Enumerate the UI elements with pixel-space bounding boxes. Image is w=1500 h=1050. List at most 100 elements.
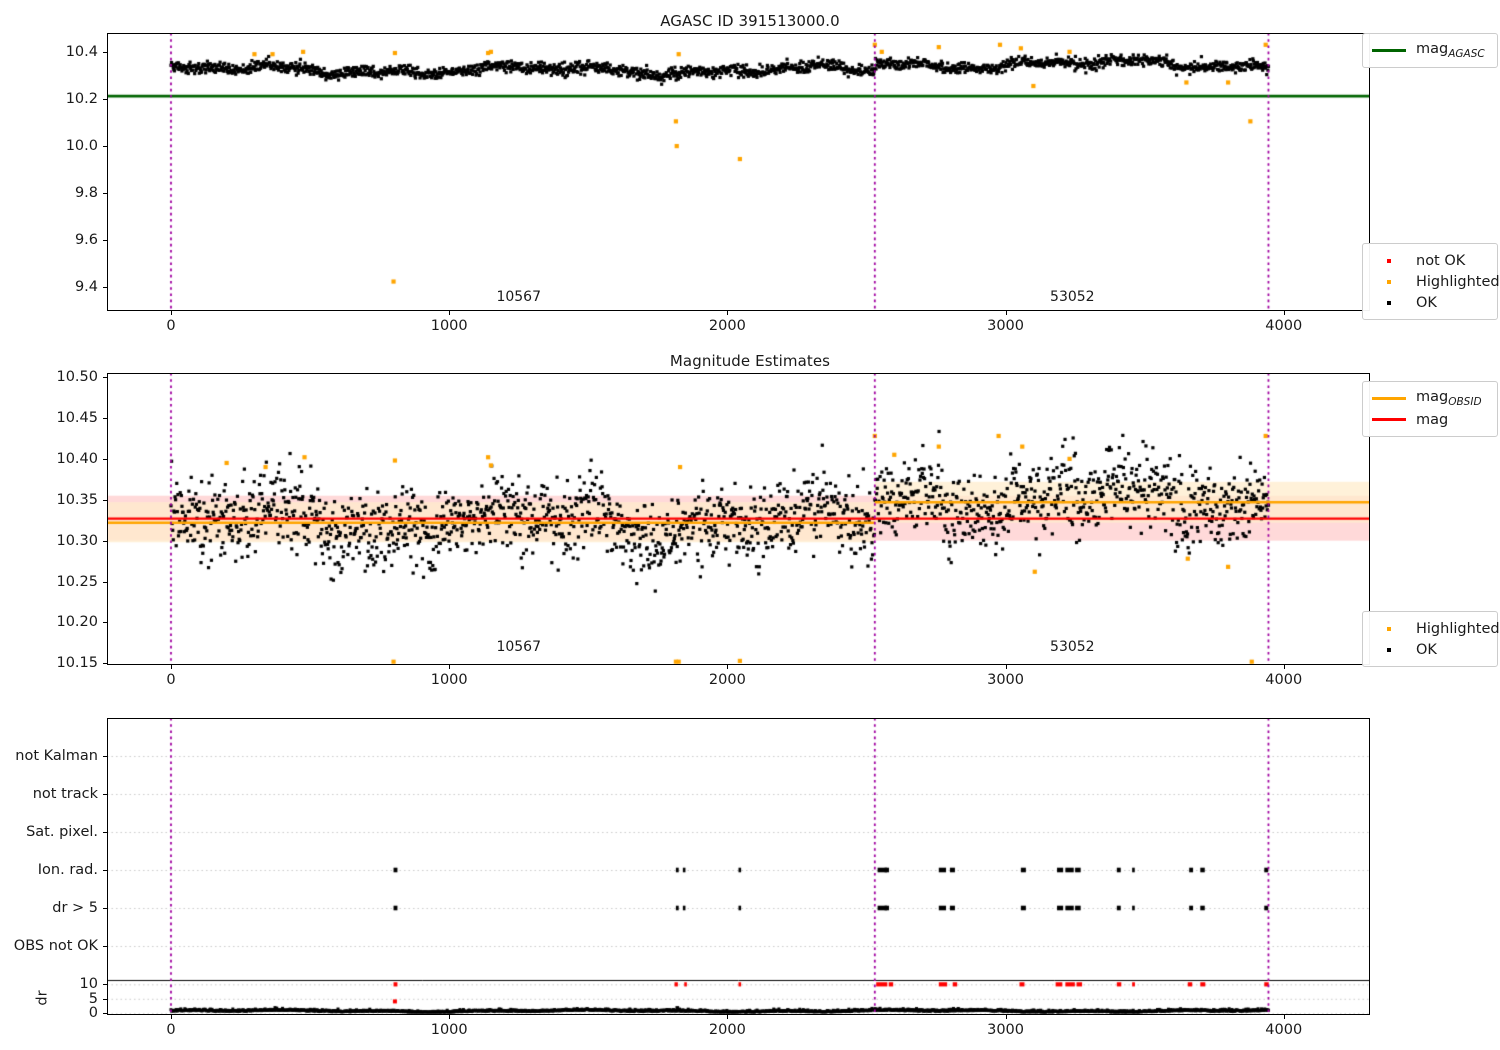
xtick-mark [1283, 1015, 1285, 1019]
legend-label-not-ok: not OK [1416, 252, 1466, 269]
magnitude-estimates-panel [107, 373, 1370, 665]
legend-row-highlighted-mid: Highlighted [1372, 618, 1500, 639]
ytick-mark [103, 98, 107, 100]
ytick-mark [103, 998, 107, 1000]
ytick-mark [103, 946, 107, 947]
ytick-label: 9.4 [74, 279, 98, 296]
xtick-label: 4000 [1265, 672, 1303, 688]
ytick-mark [103, 499, 107, 501]
xtick-label: 4000 [1265, 318, 1303, 334]
xtick-label: 3000 [987, 1022, 1025, 1038]
xtick-mark [170, 665, 172, 669]
xtick-mark [170, 311, 172, 315]
xtick-mark [1005, 1015, 1007, 1019]
ytick-mark [103, 540, 107, 542]
ytick-label: 10.45 [56, 409, 98, 426]
flag-row-label: Ion. rad. [37, 862, 98, 878]
ytick-label: 9.6 [74, 232, 98, 249]
ytick-mark [103, 377, 107, 379]
ytick-label: 10.0 [65, 138, 98, 155]
xtick-mark [727, 1015, 729, 1019]
legend-label-ok-mid: OK [1416, 641, 1437, 658]
ytick-mark [103, 908, 107, 909]
legend-point-classes-top[interactable]: not OK Highlighted OK [1362, 243, 1500, 320]
xtick-mark [1005, 311, 1007, 315]
xtick-label: 3000 [987, 672, 1025, 688]
flag-row-label: not track [32, 786, 98, 802]
dr-ytick-label: 0 [88, 1005, 98, 1022]
legend-mag-agasc[interactable]: magAGASC [1362, 33, 1498, 68]
figure-title: AGASC ID 391513000.0 [660, 12, 840, 30]
xtick-mark [727, 311, 729, 315]
ytick-mark [103, 458, 107, 460]
xtick-label: 1000 [430, 318, 468, 334]
flags-and-dr-panel [107, 718, 1370, 1015]
flag-row-label: not Kalman [15, 748, 98, 764]
legend-row-mag-obsid: magOBSID [1372, 388, 1488, 409]
dr-ytick-label: 5 [88, 990, 98, 1007]
ytick-mark [103, 832, 107, 833]
ok-dot-swatch [1372, 300, 1406, 305]
xtick-label: 2000 [708, 318, 746, 334]
legend-label-ok: OK [1416, 294, 1437, 311]
xtick-label: 1000 [430, 1022, 468, 1038]
legend-point-classes-mid[interactable]: Highlighted OK [1362, 611, 1500, 667]
ytick-label: 10.4 [65, 43, 98, 60]
ytick-mark [103, 756, 107, 757]
legend-label-mag-agasc: magAGASC [1416, 41, 1485, 60]
ytick-mark [103, 581, 107, 583]
magnitude-estimates-scatter [107, 373, 1370, 665]
legend-row-not-ok: not OK [1372, 250, 1488, 271]
xtick-mark [1283, 665, 1285, 669]
mag-line-swatch [1372, 418, 1406, 421]
legend-row: magAGASC [1372, 40, 1488, 61]
ytick-label: 10.35 [56, 491, 98, 508]
obsid-label: 10567 [496, 639, 541, 655]
ytick-mark [103, 794, 107, 795]
agasc-magnitude-scatter [107, 33, 1370, 311]
xtick-label: 2000 [708, 1022, 746, 1038]
mag-agasc-line-swatch [1372, 49, 1406, 52]
legend-label-mag: mag [1416, 411, 1449, 428]
ytick-mark [103, 193, 107, 195]
xtick-label: 0 [166, 318, 176, 334]
ytick-mark [103, 146, 107, 148]
flag-row-label: dr > 5 [52, 900, 98, 916]
xtick-label: 4000 [1265, 1022, 1303, 1038]
xtick-label: 2000 [708, 672, 746, 688]
highlighted-dot-swatch-mid [1372, 626, 1406, 631]
ytick-mark [103, 622, 107, 624]
ytick-label: 10.2 [65, 90, 98, 107]
ytick-mark [103, 287, 107, 289]
legend-row-mag: mag [1372, 409, 1488, 430]
axes-frame-mid [107, 373, 1370, 665]
ytick-label: 10.20 [56, 614, 98, 631]
flag-row-label: OBS not OK [13, 938, 98, 954]
legend-row-ok-mid: OK [1372, 639, 1488, 660]
flags-and-dr-scatter [107, 718, 1370, 1015]
ytick-mark [103, 984, 107, 986]
legend-mag-lines[interactable]: magOBSID mag [1362, 381, 1498, 437]
ytick-mark [103, 240, 107, 242]
legend-row-ok: OK [1372, 292, 1488, 313]
ytick-mark [103, 870, 107, 871]
ytick-mark [103, 417, 107, 419]
xtick-mark [1283, 311, 1285, 315]
xtick-label: 1000 [430, 672, 468, 688]
ytick-mark [103, 1013, 107, 1015]
axes-frame-top [107, 33, 1370, 311]
xtick-label: 0 [166, 1022, 176, 1038]
ytick-label: 10.40 [56, 450, 98, 467]
dr-ytick-label: 10 [79, 976, 98, 993]
ytick-label: 9.8 [74, 185, 98, 202]
obsid-label: 53052 [1050, 639, 1095, 655]
legend-label-highlighted-mid: Highlighted [1416, 620, 1500, 637]
ytick-label: 10.25 [56, 573, 98, 590]
dr-axis-label: dr [34, 990, 51, 1006]
xtick-mark [449, 665, 451, 669]
ok-dot-swatch-mid [1372, 647, 1406, 652]
xtick-label: 3000 [987, 318, 1025, 334]
xtick-mark [170, 1015, 172, 1019]
not-ok-dot-swatch [1372, 258, 1406, 263]
